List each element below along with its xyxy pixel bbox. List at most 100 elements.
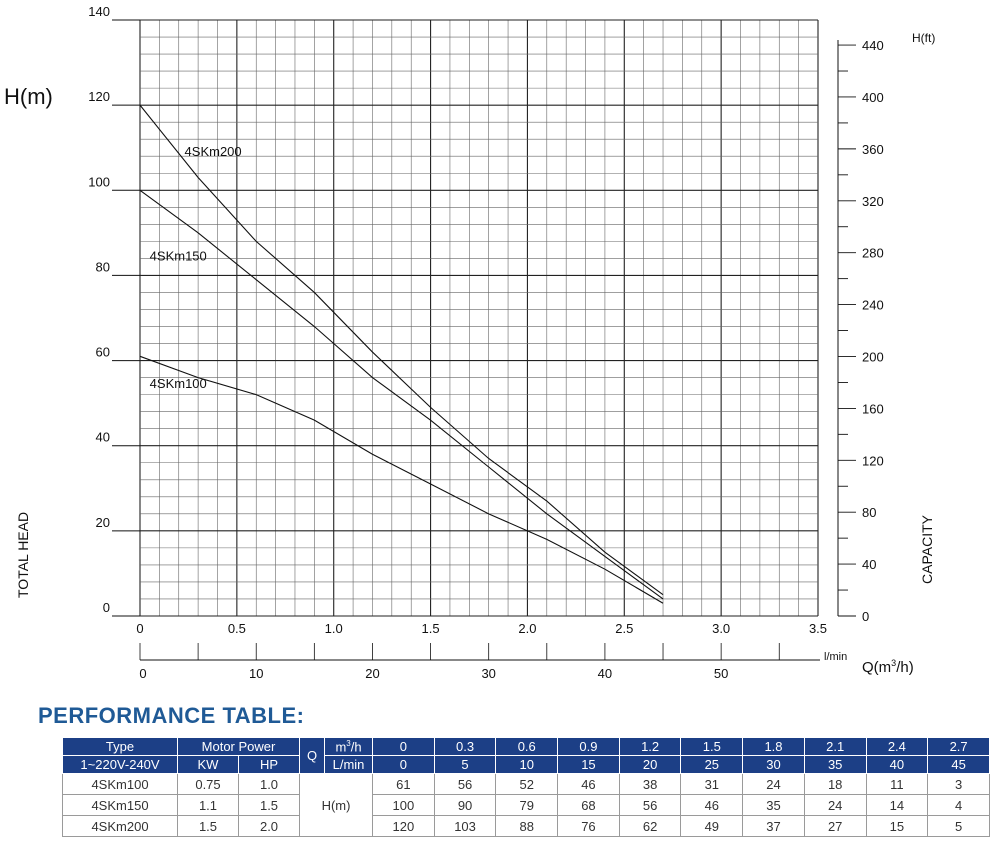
voltage-header: 1~220V-240V xyxy=(62,755,178,774)
hp-header: HP xyxy=(237,755,301,774)
y-tick-label: 80 xyxy=(96,259,110,274)
ft-axis-unit: H(ft) xyxy=(912,31,935,45)
x-tick-label: 0 xyxy=(136,621,143,636)
q-lmin-value: 35 xyxy=(803,755,867,774)
head-value-cell: 46 xyxy=(557,773,620,795)
q-lmin-value: 45 xyxy=(927,755,990,774)
q-m3h-value: 1.8 xyxy=(742,737,805,756)
head-value-cell: 37 xyxy=(742,815,805,837)
q-lmin-value: 10 xyxy=(495,755,559,774)
head-value-cell: 68 xyxy=(557,794,620,816)
lmin-tick-label: 50 xyxy=(714,666,728,681)
lmin-tick-label: 20 xyxy=(365,666,379,681)
ft-tick-label: 0 xyxy=(862,609,869,624)
ft-tick-label: 120 xyxy=(862,453,884,468)
ft-tick-label: 280 xyxy=(862,246,884,261)
x-tick-label: 2.0 xyxy=(518,621,536,636)
head-value-cell: 11 xyxy=(865,773,929,795)
hp-cell: 2.0 xyxy=(237,815,301,837)
performance-table-title: PERFORMANCE TABLE: xyxy=(38,703,305,728)
series-label: 4SKm100 xyxy=(150,376,207,391)
lmin-axis-unit: l/min xyxy=(824,651,847,663)
head-value-cell: 90 xyxy=(433,794,497,816)
q-lmin-value: 15 xyxy=(557,755,620,774)
kw-header: KW xyxy=(177,755,239,774)
x-tick-label: 1.0 xyxy=(325,621,343,636)
q-lmin-value: 40 xyxy=(865,755,929,774)
head-value-cell: 24 xyxy=(742,773,805,795)
y-tick-label: 40 xyxy=(96,430,110,445)
kw-cell: 1.1 xyxy=(177,794,239,816)
y-axis-unit: H(m) xyxy=(4,84,53,109)
ft-tick-label: 40 xyxy=(862,557,876,572)
head-value-cell: 49 xyxy=(680,815,744,837)
hp-cell: 1.5 xyxy=(237,794,301,816)
q-lmin-value: 25 xyxy=(680,755,744,774)
q-m3h-value: 2.7 xyxy=(927,737,990,756)
y-tick-label: 60 xyxy=(96,345,110,360)
x-tick-label: 3.0 xyxy=(712,621,730,636)
type-header: Type xyxy=(62,737,178,756)
head-value-cell: 15 xyxy=(865,815,929,837)
ft-tick-label: 440 xyxy=(862,38,884,53)
q-m3h-value: 0 xyxy=(372,737,435,756)
model-cell: 4SKm200 xyxy=(62,815,178,837)
head-value-cell: 38 xyxy=(618,773,682,795)
head-value-cell: 56 xyxy=(618,794,682,816)
m3h-header: m3/h xyxy=(324,737,374,756)
q-lmin-value: 5 xyxy=(433,755,497,774)
head-value-cell: 79 xyxy=(495,794,559,816)
head-value-cell: 3 xyxy=(927,773,990,795)
head-value-cell: 62 xyxy=(618,815,682,837)
chart-grid xyxy=(139,19,819,617)
model-cell: 4SKm150 xyxy=(62,794,178,816)
y-tick-label: 100 xyxy=(88,174,110,189)
q-m3h-value: 1.5 xyxy=(680,737,744,756)
performance-curves xyxy=(139,104,664,604)
q-lmin-value: 0 xyxy=(372,755,435,774)
x-axis-unit: Q(m3/h) xyxy=(862,658,914,676)
head-value-cell: 56 xyxy=(433,773,497,795)
head-value-cell: 4 xyxy=(927,794,990,816)
y-tick-label: 120 xyxy=(88,89,110,104)
q-lmin-value: 30 xyxy=(742,755,805,774)
head-value-cell: 61 xyxy=(372,773,435,795)
table-row: 4SKm100 0.75 1.0 H(m) 61 56 52 46 38 31 24 18 11 3 xyxy=(62,773,990,837)
ft-tick-label: 200 xyxy=(862,349,884,364)
head-value-cell: 14 xyxy=(865,794,929,816)
ft-tick-label: 320 xyxy=(862,194,884,209)
lmin-tick-label: 0 xyxy=(139,666,146,681)
ft-tick-label: 80 xyxy=(862,505,876,520)
ft-tick-label: 360 xyxy=(862,142,884,157)
head-value-cell: 18 xyxy=(803,773,867,795)
head-value-cell: 35 xyxy=(742,794,805,816)
head-value-cell: 120 xyxy=(372,815,435,837)
lmin-tick-label: 10 xyxy=(249,666,263,681)
head-value-cell: 5 xyxy=(927,815,990,837)
lmin-tick-label: 30 xyxy=(481,666,495,681)
lmin-tick-label: 40 xyxy=(598,666,612,681)
x-tick-label: 3.5 xyxy=(809,621,827,636)
head-value-cell: 27 xyxy=(803,815,867,837)
head-value-cell: 31 xyxy=(680,773,744,795)
head-value-cell: 103 xyxy=(433,815,497,837)
table-header-row: 1~220V-240V KW HP L/min 0 5 10 15 20 25 30 35 40 45 xyxy=(62,755,990,774)
hp-cell: 1.0 xyxy=(237,773,301,795)
series-label: 4SKm150 xyxy=(150,249,207,264)
x-tick-label: 0.5 xyxy=(228,621,246,636)
y-axis-title: TOTAL HEAD xyxy=(15,512,31,598)
q-m3h-value: 0.9 xyxy=(557,737,620,756)
y-tick-label: 0 xyxy=(103,600,110,615)
kw-cell: 1.5 xyxy=(177,815,239,837)
table-row: 4SKm150 1.1 1.5 100 90 79 68 56 46 35 24 14 4 xyxy=(62,794,990,816)
h-label-cell: H(m) xyxy=(299,773,374,837)
curve-4skm200 xyxy=(139,104,664,596)
motor-power-header: Motor Power xyxy=(176,737,301,756)
head-value-cell: 100 xyxy=(372,794,435,816)
curve-4skm150 xyxy=(139,189,664,600)
head-value-cell: 46 xyxy=(680,794,744,816)
q-m3h-value: 2.1 xyxy=(803,737,867,756)
kw-cell: 0.75 xyxy=(177,773,239,795)
